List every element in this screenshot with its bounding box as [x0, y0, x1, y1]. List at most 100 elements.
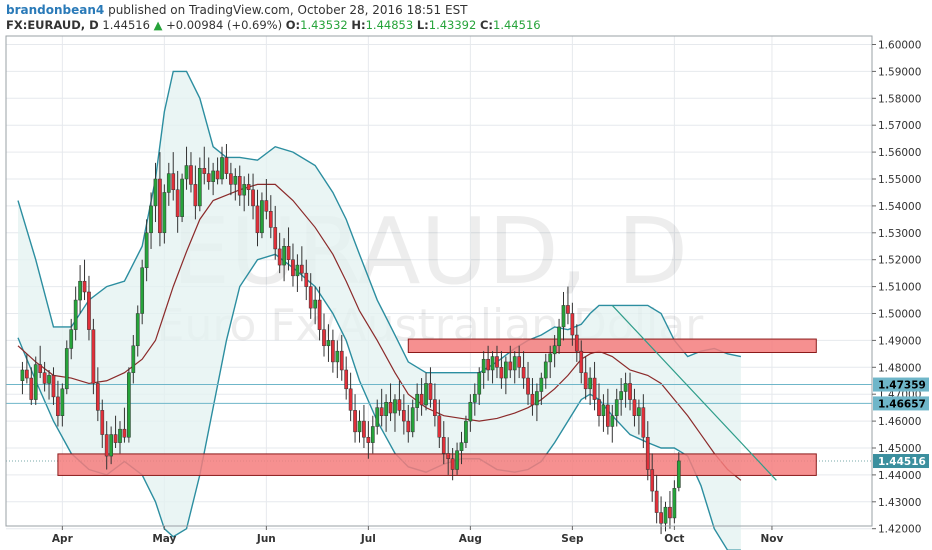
x-axis-ticks[interactable]: Apr May Jun Jul Aug Sep Oct Nov: [52, 526, 784, 545]
candle-body: [78, 280, 82, 301]
candle-body: [344, 369, 349, 390]
zone-rect: [57, 453, 817, 476]
y-tick-label: 1.56000: [878, 147, 921, 159]
candle-body: [175, 189, 180, 217]
candle-body: [566, 305, 570, 314]
y-axis-ticks[interactable]: 1.60000 1.59000 1.58000 1.57000 1.56000 1.550…: [872, 40, 921, 550]
price-label-text: 1.47359: [878, 380, 926, 392]
x-tick-label: Jul: [360, 533, 376, 545]
candle-body: [215, 170, 220, 180]
candle-body: [388, 402, 393, 414]
candle-body: [654, 490, 659, 513]
candle-body: [224, 157, 229, 174]
candle-body: [277, 248, 282, 266]
candle-body: [659, 512, 663, 524]
candle-body: [464, 420, 468, 443]
candle-body: [91, 329, 96, 384]
candle-body: [193, 184, 198, 207]
candle-body: [583, 372, 588, 390]
candle-body: [56, 396, 60, 416]
candle-body: [570, 313, 575, 336]
last-price: 1.44516: [102, 18, 150, 32]
candle-body: [25, 369, 29, 379]
last-price-box: [873, 454, 929, 469]
candle-body: [113, 434, 118, 443]
y-tick-label: 1.45000: [878, 443, 921, 455]
candle-body: [393, 399, 397, 414]
candle-body: [166, 173, 171, 193]
candle-body: [663, 506, 668, 524]
candle-body: [237, 176, 242, 196]
candle-body: [304, 272, 309, 287]
candle-body: [33, 364, 38, 400]
candle-body: [455, 450, 459, 470]
y-tick-label: 1.54000: [878, 201, 921, 213]
author-link[interactable]: brandonbean4: [6, 3, 105, 17]
candle-body: [233, 176, 238, 185]
candle-body: [38, 364, 43, 373]
candle-body: [158, 178, 162, 234]
x-tick-label: Aug: [459, 533, 482, 545]
bollinger-bands: [17, 70, 742, 550]
y-tick-label: 1.43000: [878, 497, 921, 509]
candle-body: [211, 170, 215, 182]
candle-body: [650, 469, 655, 492]
y-tick-label: 1.44000: [878, 470, 921, 482]
y-tick-label: 1.42000: [878, 524, 921, 536]
candle-body: [229, 173, 233, 185]
axes: [5, 35, 873, 527]
candle-body: [424, 383, 428, 406]
candle-body: [477, 372, 482, 395]
candle-body: [419, 393, 424, 406]
candle-body: [109, 434, 113, 457]
candle-body: [668, 506, 672, 519]
candle-body: [268, 211, 273, 228]
candle-body: [282, 246, 286, 266]
x-tick-label: Sep: [561, 533, 584, 545]
candle-body: [131, 345, 136, 373]
candle-body: [557, 326, 561, 347]
x-tick-label: Oct: [664, 533, 684, 545]
candle-body: [202, 167, 207, 174]
x-tick-label: Apr: [52, 533, 74, 545]
candle-body: [326, 340, 331, 347]
candle-body: [481, 358, 486, 373]
y-tick-label: 1.48000: [878, 362, 921, 374]
zone-rect: [407, 338, 817, 354]
plot-frame: [5, 35, 873, 527]
candle-body: [601, 404, 606, 416]
candle-body: [104, 434, 109, 457]
candle-body: [153, 178, 158, 207]
candle-body: [619, 391, 624, 400]
candle-body: [588, 377, 592, 390]
candle-body: [189, 165, 193, 185]
y-tick-label: 1.60000: [878, 40, 921, 52]
candle-body: [495, 356, 499, 368]
candle-body: [299, 264, 304, 274]
candle-body: [384, 402, 388, 416]
open-value: 1.43532: [300, 18, 348, 32]
candle-body: [632, 399, 637, 416]
candle-body: [339, 350, 344, 371]
candle-body: [87, 291, 91, 330]
candle-body: [606, 404, 610, 427]
candle-body: [95, 383, 100, 411]
candle-body: [73, 299, 78, 330]
candle-body: [348, 388, 353, 411]
price-label-box: [873, 396, 929, 411]
candle-body: [42, 372, 47, 384]
candle-body: [459, 442, 464, 451]
candle-body: [561, 305, 566, 328]
candle-body: [171, 173, 176, 191]
candle-body: [260, 200, 264, 234]
candle-body: [251, 189, 255, 207]
candle-body: [60, 388, 65, 416]
candle-body: [246, 184, 251, 191]
candle-body: [322, 329, 326, 347]
candle-body: [526, 377, 530, 395]
candle-body: [437, 415, 442, 438]
y-tick-label: 1.58000: [878, 93, 921, 105]
trendline[interactable]: [611, 305, 777, 481]
